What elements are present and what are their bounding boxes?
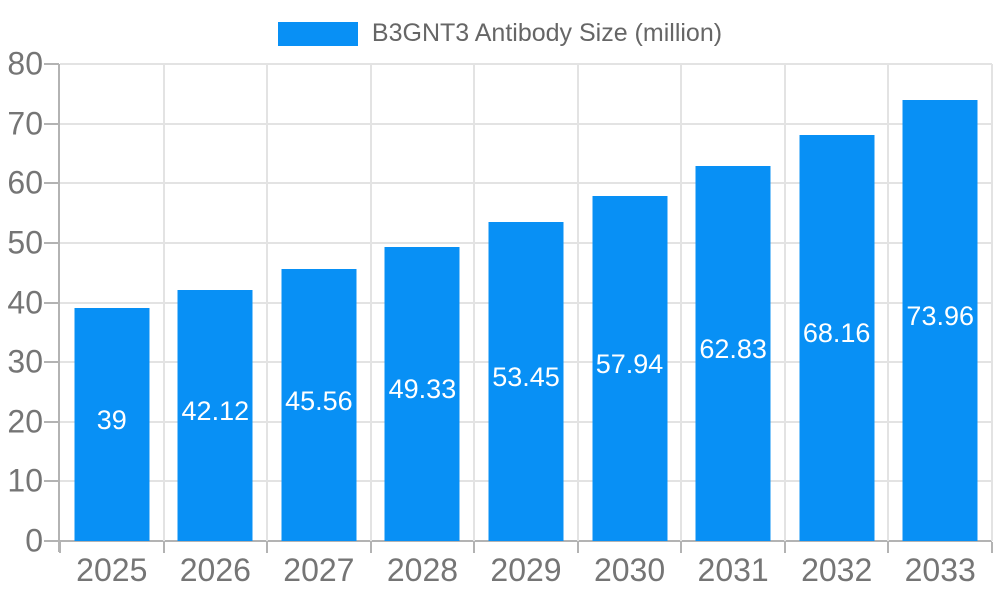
- x-tick-label: 2028: [386, 552, 459, 588]
- bar-2032[interactable]: 68.16: [799, 134, 875, 541]
- x-tick-label: 2026: [179, 552, 251, 588]
- chart-legend-item[interactable]: B3GNT3 Antibody Size (million): [0, 19, 1000, 48]
- bar-2030[interactable]: 57.94: [592, 195, 668, 541]
- bar-2025[interactable]: 39: [74, 308, 150, 541]
- x-axis-tick: [680, 542, 683, 553]
- y-gridline: [60, 63, 992, 65]
- legend-label: B3GNT3 Antibody Size (million): [371, 19, 723, 47]
- bar-value-label: 62.83: [699, 334, 767, 365]
- x-tick-label: 2029: [490, 552, 562, 588]
- bar-value-label: 57.94: [595, 348, 664, 379]
- y-axis-line: [58, 64, 60, 552]
- bar-value-label: 68.16: [802, 318, 871, 349]
- legend-color-swatch: [277, 21, 358, 46]
- x-axis-tick: [783, 542, 786, 553]
- bar-2033[interactable]: 73.96: [902, 100, 978, 541]
- y-axis-tick: [44, 241, 59, 244]
- x-gridline: [266, 64, 269, 541]
- bar-value-label: 42.12: [181, 395, 250, 426]
- x-tick-label: 2032: [801, 552, 873, 588]
- y-axis-tick: [44, 301, 59, 304]
- x-gridline: [680, 64, 683, 541]
- y-tick-label: 40: [7, 283, 43, 320]
- x-tick-label: 2025: [76, 552, 148, 588]
- y-tick-label: 30: [7, 343, 43, 380]
- bar-value-label: 53.45: [492, 362, 560, 393]
- bar-2031[interactable]: 62.83: [695, 166, 771, 541]
- y-tick-label: 0: [25, 522, 43, 559]
- x-tick-label: 2031: [697, 552, 769, 588]
- bar-2026[interactable]: 42.12: [177, 289, 253, 541]
- y-axis-tick: [44, 182, 59, 185]
- x-gridline: [887, 64, 890, 541]
- y-axis-tick: [44, 540, 59, 542]
- bar-2029[interactable]: 53.45: [488, 222, 564, 541]
- x-gridline: [473, 64, 476, 541]
- x-axis-tick: [369, 542, 372, 553]
- x-axis-tick: [162, 542, 165, 553]
- y-tick-label: 50: [7, 224, 43, 261]
- x-tick-label: 2030: [593, 552, 666, 588]
- x-axis-tick: [991, 542, 993, 553]
- x-axis-tick: [887, 542, 890, 553]
- y-axis-tick: [44, 480, 59, 483]
- x-gridline: [991, 64, 993, 541]
- bar-value-label: 45.56: [285, 385, 353, 416]
- bar-value-label: 49.33: [388, 374, 457, 405]
- y-axis-tick: [44, 63, 59, 65]
- y-gridline: [60, 182, 992, 185]
- bar-value-label: 73.96: [906, 301, 974, 331]
- x-tick-label: 2033: [904, 552, 976, 588]
- bar-2028[interactable]: 49.33: [384, 246, 460, 541]
- y-tick-label: 60: [7, 164, 43, 201]
- x-gridline: [162, 64, 165, 541]
- x-gridline: [369, 64, 372, 541]
- y-tick-label: 10: [7, 462, 43, 499]
- x-axis-line: [58, 540, 992, 542]
- bar-value-label: 39: [96, 405, 127, 436]
- bar-2027[interactable]: 45.56: [281, 269, 357, 541]
- x-axis-tick: [266, 542, 269, 553]
- x-axis-tick: [59, 542, 61, 553]
- y-tick-label: 20: [7, 403, 43, 440]
- y-axis-tick: [44, 420, 59, 423]
- plot-area: 0 10 20 30 40 50 60 70 80 39 2025 42.12 2026 45.56 202…: [7, 47, 993, 586]
- x-axis-tick: [576, 542, 579, 553]
- y-axis-tick: [44, 122, 59, 125]
- y-gridline: [60, 122, 992, 125]
- y-tick-label: 80: [7, 45, 43, 82]
- x-tick-label: 2027: [283, 552, 355, 588]
- x-gridline: [783, 64, 786, 541]
- x-gridline: [576, 64, 579, 541]
- y-axis-tick: [44, 361, 59, 364]
- x-axis-tick: [473, 542, 476, 553]
- y-tick-label: 70: [7, 104, 43, 141]
